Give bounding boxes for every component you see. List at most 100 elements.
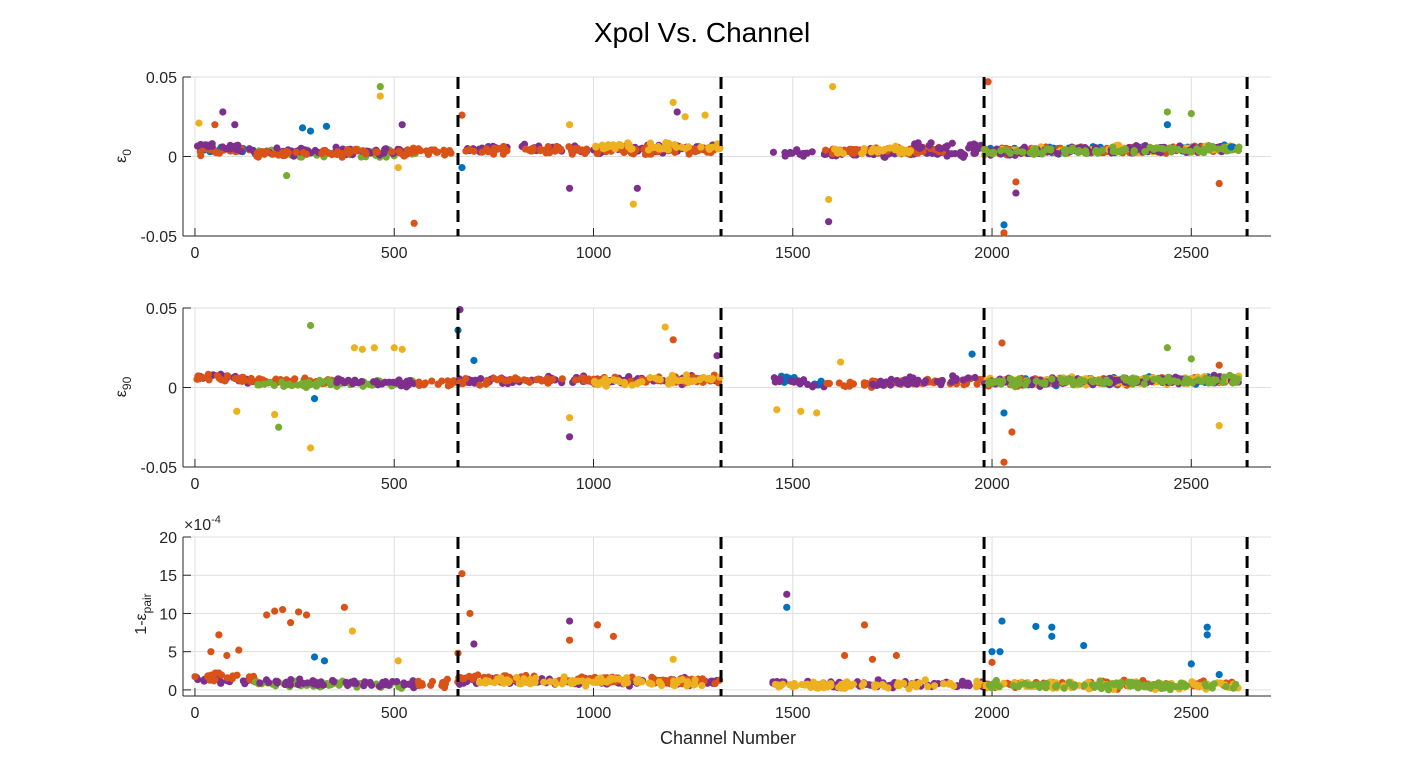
data-point <box>1032 622 1040 631</box>
data-point <box>596 677 604 685</box>
data-point <box>938 376 946 385</box>
data-point <box>538 377 546 385</box>
data-point <box>376 92 384 100</box>
data-point <box>700 373 708 382</box>
data-point <box>960 151 969 159</box>
data-point <box>1187 109 1195 118</box>
data-point <box>263 611 271 619</box>
x-tick-label: 0 <box>191 245 200 262</box>
data-point <box>280 382 288 390</box>
data-point <box>1120 374 1128 382</box>
data-point <box>871 683 879 691</box>
data-point <box>892 651 900 660</box>
scatter-points <box>193 305 1243 466</box>
data-point <box>654 375 662 383</box>
data-point <box>221 377 229 385</box>
data-point <box>1000 221 1008 229</box>
data-point <box>1182 682 1190 690</box>
data-point <box>583 145 591 153</box>
data-point <box>669 336 677 344</box>
data-point <box>1163 108 1171 116</box>
data-point <box>990 148 998 157</box>
data-point <box>1000 229 1008 237</box>
data-point <box>627 145 635 153</box>
data-point <box>1141 682 1149 691</box>
data-point <box>565 617 574 625</box>
data-point <box>520 376 528 384</box>
data-point <box>1209 379 1217 387</box>
data-point <box>998 617 1006 625</box>
x-tick-label: 500 <box>381 245 408 262</box>
data-point <box>921 676 929 684</box>
data-point <box>434 380 442 388</box>
subplot-epsilon-90: ε90 0 500 1000 1500 2000 2500 -0.05 0 0.05 <box>113 301 1271 493</box>
data-point <box>458 111 466 119</box>
data-point <box>352 147 360 155</box>
data-point <box>376 82 384 91</box>
data-point <box>415 378 423 386</box>
data-point <box>247 374 255 383</box>
data-point <box>195 375 203 383</box>
data-point <box>697 143 705 151</box>
data-point <box>1140 380 1148 388</box>
data-point <box>275 423 283 431</box>
data-point <box>470 147 478 155</box>
data-point <box>681 113 689 121</box>
y-tick-label: 0 <box>168 150 177 167</box>
data-point <box>611 145 619 153</box>
data-point <box>841 382 850 391</box>
x-tick-label: 1000 <box>576 476 612 493</box>
data-point <box>998 339 1006 347</box>
x-tick-label: 0 <box>191 476 200 493</box>
data-point <box>503 147 511 155</box>
x-tick-label: 1500 <box>775 705 811 722</box>
data-point <box>316 378 324 387</box>
data-point <box>682 371 691 379</box>
data-point <box>1222 683 1230 691</box>
data-point <box>801 681 809 689</box>
y-tick-label: 5 <box>168 645 177 662</box>
data-point <box>532 674 540 682</box>
data-point <box>1021 381 1029 389</box>
data-point <box>980 145 988 154</box>
data-point <box>397 149 405 157</box>
data-point <box>298 124 307 132</box>
data-point <box>609 632 618 640</box>
data-point <box>783 603 791 611</box>
data-point <box>678 143 686 151</box>
data-point <box>381 145 389 153</box>
x-tick-label: 1000 <box>576 705 612 722</box>
data-point <box>1002 146 1010 154</box>
data-point <box>1091 148 1100 156</box>
data-point <box>773 406 781 414</box>
data-point <box>633 379 641 388</box>
data-point <box>959 376 968 384</box>
data-point <box>288 382 296 390</box>
data-point <box>769 148 778 156</box>
data-point <box>205 376 213 384</box>
data-point <box>515 679 523 688</box>
data-point <box>461 374 470 383</box>
data-point <box>514 375 522 384</box>
data-point <box>269 150 277 158</box>
data-point <box>1220 373 1228 381</box>
data-point <box>542 149 550 157</box>
data-point <box>306 321 315 330</box>
data-point <box>1000 458 1008 466</box>
data-point <box>1215 179 1223 188</box>
data-point <box>438 681 446 690</box>
data-point <box>665 378 674 386</box>
data-point <box>835 379 843 387</box>
data-point <box>949 372 957 380</box>
data-point <box>858 682 866 690</box>
data-point <box>865 681 873 689</box>
data-point <box>237 147 245 155</box>
data-point <box>572 145 580 153</box>
data-point <box>458 570 466 578</box>
data-point <box>294 608 303 616</box>
data-point <box>282 148 290 156</box>
data-point <box>598 141 606 149</box>
data-point <box>484 148 492 156</box>
data-point <box>397 382 405 390</box>
data-point <box>390 344 398 352</box>
